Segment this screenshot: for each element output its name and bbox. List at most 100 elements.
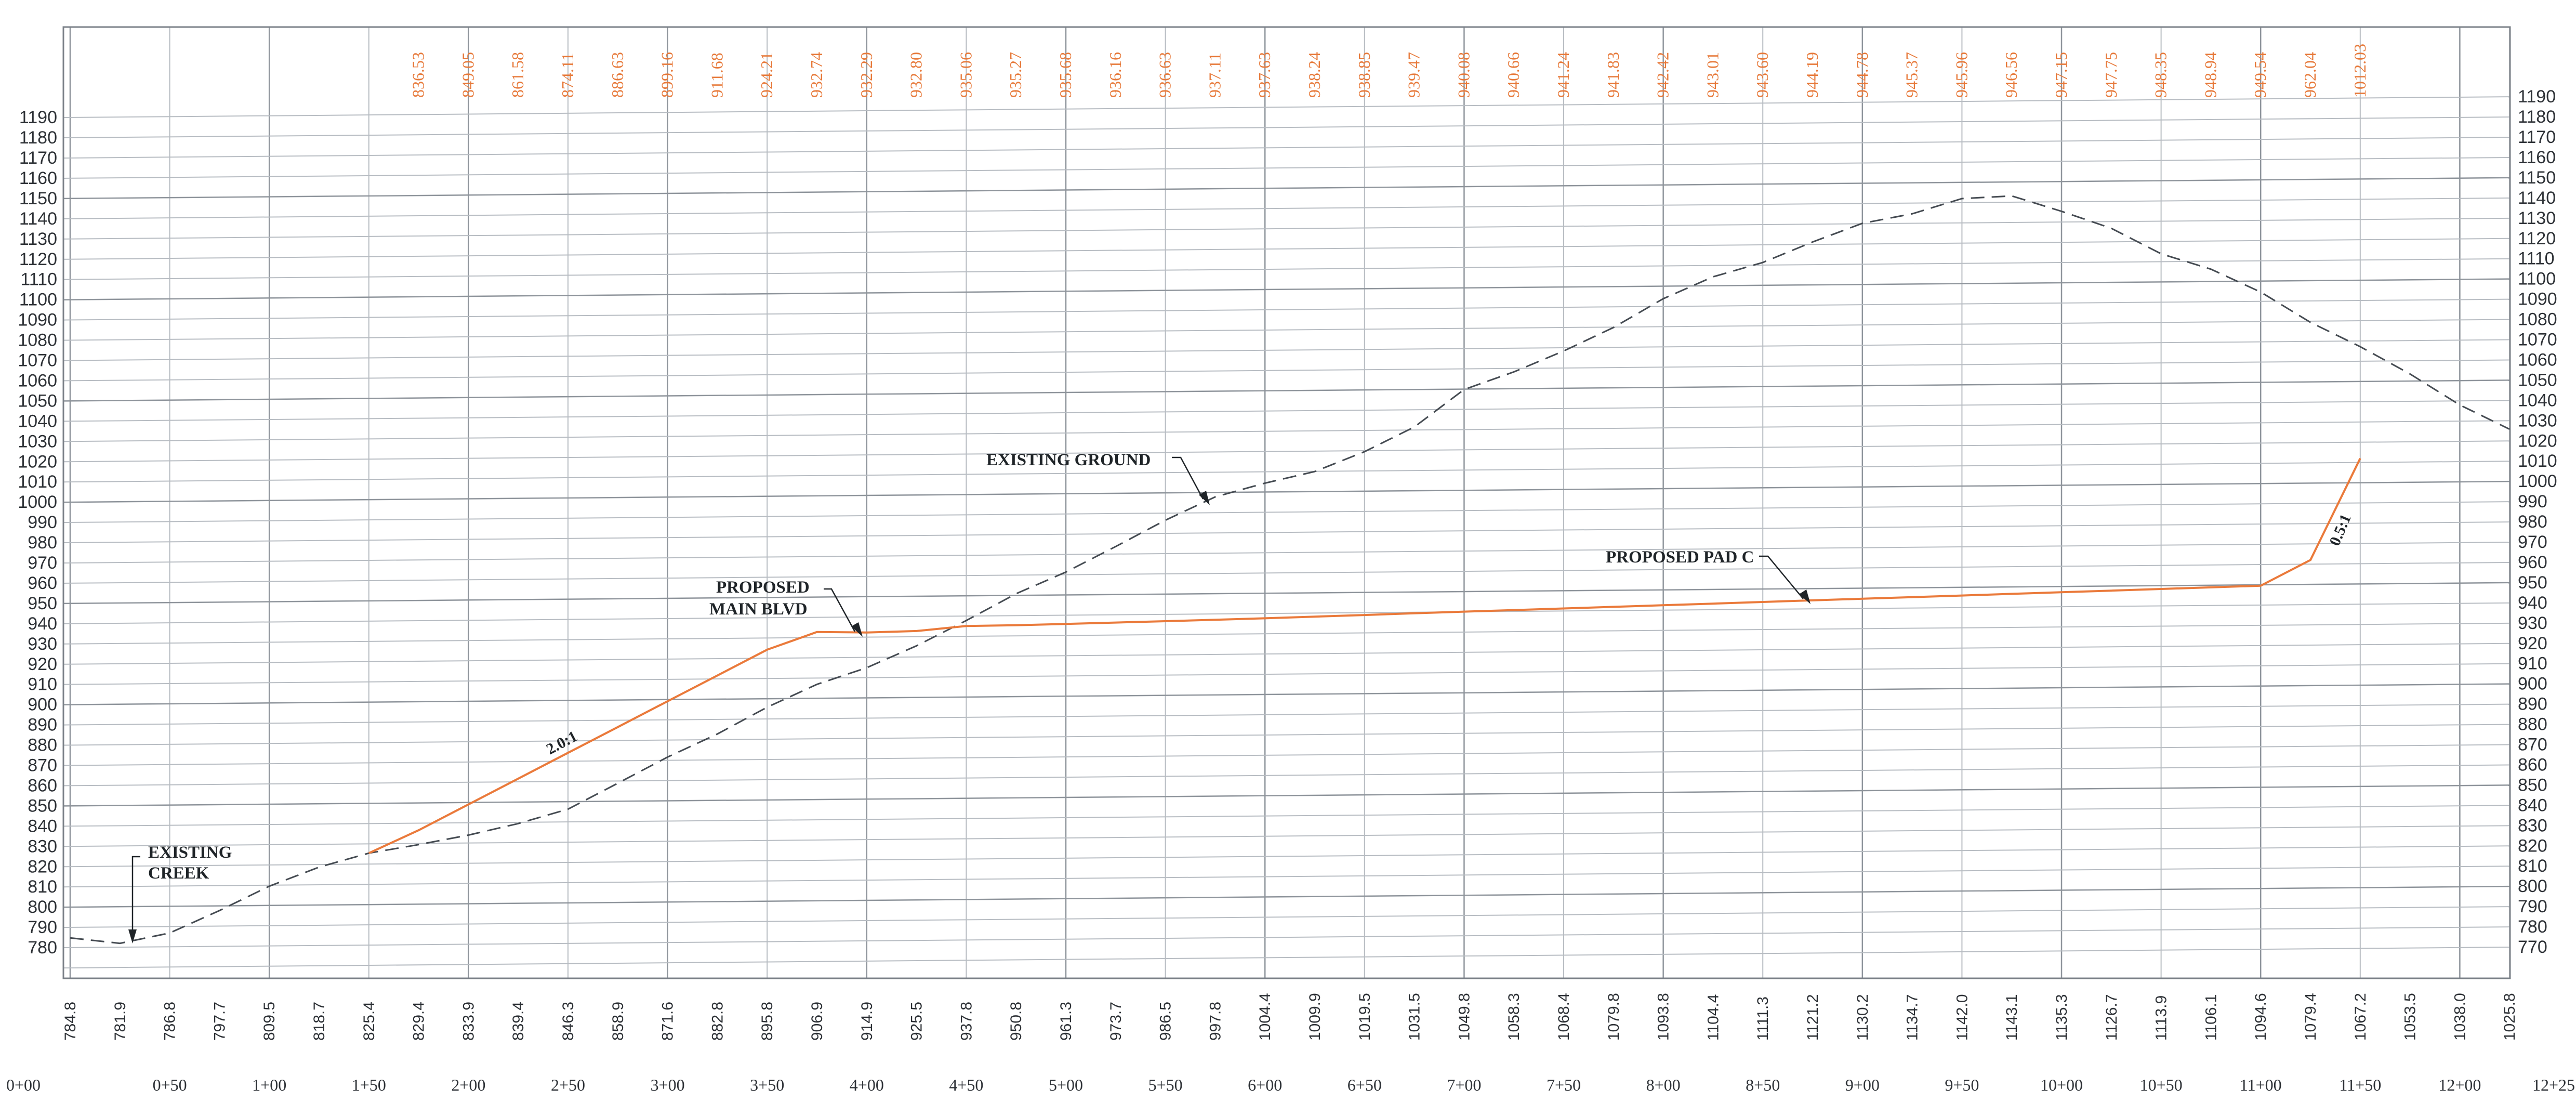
elevation-gridline [63, 440, 2511, 463]
right-elevation-label: 1170 [2518, 127, 2556, 147]
left-elevation-label: 830 [28, 836, 57, 856]
elevation-gridline [63, 845, 2511, 868]
right-elevation-label: 1110 [2518, 249, 2555, 269]
proposed-elevation-value: 938.24 [1305, 52, 1324, 98]
proposed-elevation-value: 911.68 [707, 53, 726, 98]
proposed-main-blvd-label-line-2: MAIN BLVD [709, 600, 808, 619]
existing-ground-elevation-value: 858.9 [610, 1002, 627, 1041]
right-elevation-label: 1010 [2518, 451, 2557, 471]
left-elevation-label: 840 [28, 816, 57, 836]
existing-ground-elevation-value: 1106.1 [2202, 994, 2220, 1041]
right-elevation-label: 890 [2518, 694, 2547, 714]
station-grid [69, 27, 2511, 978]
elevation-gridline [63, 622, 2511, 645]
left-elevation-label: 1140 [19, 209, 57, 229]
elevation-gridline [63, 885, 2511, 908]
left-elevation-label: 970 [28, 553, 57, 573]
elevation-gridline [63, 703, 2511, 726]
right-elevation-label: 1060 [2518, 350, 2557, 370]
existing-ground-label: EXISTING GROUND [986, 451, 1151, 469]
proposed-elevation-value: 899.16 [658, 52, 677, 98]
station-label: 4+00 [850, 1076, 884, 1094]
existing-creek-arrowhead [128, 929, 137, 943]
left-elevation-label: 930 [28, 634, 57, 654]
station-label: 12+25 [2532, 1076, 2575, 1094]
right-elevation-label: 900 [2518, 674, 2547, 694]
elevation-gridline [63, 825, 2511, 847]
right-elevation-label: 980 [2518, 512, 2547, 532]
elevation-gridline [63, 258, 2511, 280]
existing-ground-elevation-value: 950.8 [1008, 1002, 1025, 1041]
station-label: 10+50 [2140, 1076, 2183, 1094]
station-label: 9+50 [1945, 1076, 1979, 1094]
station-label: 8+50 [1746, 1076, 1780, 1094]
elevation-gridline [63, 866, 2511, 888]
existing-ground-elevation-value: 1079.4 [2302, 993, 2319, 1041]
left-elevation-label: 1080 [18, 331, 57, 350]
proposed-elevation-value: 943.60 [1753, 52, 1772, 98]
right-elevation-label: 1070 [2518, 330, 2557, 350]
proposed-elevation-value: 945.96 [1952, 52, 1971, 98]
right-elevation-label: 1100 [2518, 269, 2556, 289]
elevation-gridline [63, 96, 2511, 119]
elevation-gridline [63, 744, 2511, 766]
proposed-elevation-value: 940.66 [1504, 52, 1523, 98]
station-label: 5+00 [1049, 1076, 1083, 1094]
left-elevation-label: 1010 [18, 472, 57, 492]
proposed-elevation-value: 944.78 [1853, 52, 1871, 98]
right-elevation-label: 1000 [2518, 471, 2557, 491]
right-elevation-label: 930 [2518, 613, 2547, 633]
proposed-elevation-value: 874.11 [558, 53, 577, 98]
proposed-elevation-value: 936.16 [1106, 52, 1125, 98]
left-elevation-label: 1000 [18, 492, 57, 512]
proposed-elevation-value: 939.47 [1405, 52, 1423, 98]
proposed-elevation-value: 936.63 [1156, 52, 1174, 98]
elevation-gridline [63, 542, 2511, 563]
existing-ground-elevation-value: 797.7 [211, 1002, 228, 1041]
left-elevation-label: 880 [28, 736, 57, 755]
station-label: 10+00 [2040, 1076, 2083, 1094]
existing-ground-elevation-value: 1135.3 [2053, 994, 2070, 1041]
left-elevation-label: 870 [28, 756, 57, 776]
left-elevation-label: 790 [28, 918, 57, 937]
elevation-gridline [63, 663, 2511, 685]
existing-ground-elevation-value: 925.5 [908, 1002, 926, 1041]
right-elevation-label: 770 [2518, 937, 2547, 957]
existing-ground-elevation-value: 784.8 [62, 1002, 79, 1041]
elevation-gridline [63, 217, 2511, 240]
elevation-gridline [63, 906, 2511, 928]
existing-ground-elevation-value: 786.8 [162, 1002, 179, 1041]
elevation-gridline [63, 319, 2511, 341]
proposed-elevation-value: 938.85 [1355, 52, 1373, 98]
proposed-elevation-value: 836.53 [409, 52, 428, 98]
proposed-elevation-value: 942.42 [1654, 52, 1672, 98]
elevation-gridline [63, 156, 2511, 179]
left-elevation-label: 1060 [18, 371, 57, 390]
right-elevation-label: 840 [2518, 795, 2547, 815]
proposed-elevation-value: 935.27 [1006, 52, 1025, 98]
proposed-elevation-value: 924.21 [757, 52, 776, 98]
proposed-elevation-value: 861.58 [508, 52, 527, 98]
existing-ground-elevation-value: 1038.0 [2451, 993, 2468, 1041]
right-elevation-label: 1040 [2518, 390, 2557, 410]
existing-creek-label-line-2: CREEK [148, 864, 209, 883]
proposed-elevation-value: 946.56 [2002, 52, 2020, 98]
left-elevation-label: 950 [28, 594, 57, 613]
proposed-elevation-row: 836.53 849.05 861.58 874.11 886.63 899.16 911.… [409, 44, 2369, 98]
left-elevation-label: 810 [28, 877, 57, 897]
left-elevation-axis: 7807908008108208308408508608708808909009… [18, 108, 57, 958]
existing-ground-elevation-value: 914.9 [858, 1002, 876, 1041]
station-label: 11+00 [2240, 1076, 2282, 1094]
proposed-pad-c-arrowhead [1799, 589, 1811, 604]
existing-ground-elevation-row: 784.8 781.9 786.8 797.7 809.5 818.7 825.4 829.4… [62, 993, 2518, 1041]
proposed-elevation-value: 940.08 [1454, 52, 1473, 98]
elevation-gridline [63, 521, 2511, 544]
proposed-main-blvd-label-line-1: PROPOSED [716, 578, 810, 597]
right-elevation-label: 960 [2518, 553, 2547, 572]
station-label: 6+00 [1248, 1076, 1282, 1094]
existing-ground-elevation-value: 1143.1 [2003, 994, 2020, 1041]
right-elevation-label: 1090 [2518, 290, 2557, 309]
left-elevation-label: 1050 [18, 391, 57, 411]
